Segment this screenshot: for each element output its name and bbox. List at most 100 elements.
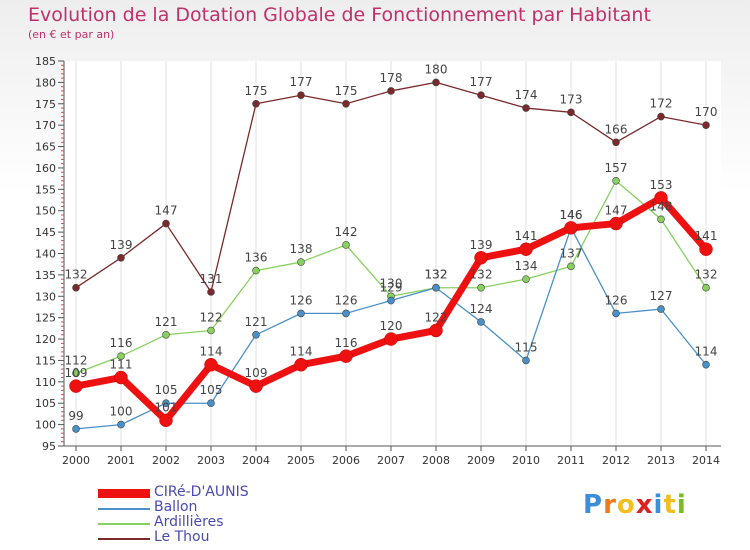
legend-swatch xyxy=(98,508,150,510)
data-label: 132 xyxy=(470,268,493,282)
legend-label: Ardillières xyxy=(154,514,224,530)
data-label: 132 xyxy=(65,268,88,282)
x-tick-label: 2013 xyxy=(647,454,675,467)
data-point xyxy=(252,266,260,275)
data-label: 173 xyxy=(560,92,583,106)
data-point xyxy=(609,216,623,231)
legend-item: Ballon xyxy=(98,499,358,516)
data-label: 153 xyxy=(650,178,673,192)
data-point xyxy=(117,253,125,262)
logo-letter: i xyxy=(653,490,664,520)
data-label: 131 xyxy=(200,272,223,286)
data-point xyxy=(522,104,530,112)
data-label: 114 xyxy=(695,345,718,359)
data-label: 147 xyxy=(605,204,628,218)
data-point xyxy=(207,288,215,296)
data-label: 137 xyxy=(560,246,583,260)
data-point xyxy=(567,108,575,117)
data-point xyxy=(477,91,485,100)
data-label: 132 xyxy=(695,268,718,282)
data-label: 132 xyxy=(425,268,448,282)
data-label: 130 xyxy=(380,276,403,290)
data-point xyxy=(72,369,80,378)
data-label: 166 xyxy=(605,122,628,136)
data-point xyxy=(72,425,80,433)
data-label: 138 xyxy=(290,242,313,256)
data-point xyxy=(207,399,215,408)
data-point xyxy=(114,370,128,385)
data-label: 112 xyxy=(65,353,88,367)
data-label: 101 xyxy=(155,400,178,414)
x-tick-label: 2009 xyxy=(467,454,495,467)
x-tick-label: 2005 xyxy=(287,454,315,467)
data-label: 134 xyxy=(515,259,538,273)
legend-label: CIRé-D'AUNIS xyxy=(154,484,249,500)
data-point xyxy=(69,379,83,393)
data-label: 147 xyxy=(155,204,178,218)
data-label: 132 xyxy=(425,268,448,282)
x-tick-label: 2003 xyxy=(197,454,225,467)
logo-letter: i xyxy=(676,490,687,520)
data-point xyxy=(702,121,710,129)
data-point xyxy=(657,215,665,224)
legend-label: Le Thou xyxy=(154,529,210,545)
y-tick-label: 155 xyxy=(35,183,56,196)
data-label: 177 xyxy=(290,75,313,89)
data-label: 136 xyxy=(245,251,268,265)
data-point xyxy=(477,318,485,326)
chart-title: Evolution de la Dotation Globale de Fonc… xyxy=(28,4,651,26)
data-point xyxy=(252,330,260,339)
logo-letter: o xyxy=(616,490,636,520)
data-label: 157 xyxy=(605,161,628,175)
data-point xyxy=(159,413,173,428)
data-label: 111 xyxy=(110,358,133,372)
data-label: 116 xyxy=(335,336,358,350)
data-point xyxy=(117,420,125,429)
data-point xyxy=(342,99,350,108)
y-tick-label: 175 xyxy=(35,98,56,111)
x-tick-label: 2006 xyxy=(332,454,360,467)
chart-subtitle: (en € et par an) xyxy=(28,28,115,41)
data-point xyxy=(117,352,125,360)
data-label: 116 xyxy=(110,336,133,350)
y-tick-label: 115 xyxy=(35,354,56,367)
data-point xyxy=(252,99,260,108)
data-label: 122 xyxy=(200,311,223,325)
y-tick-label: 100 xyxy=(35,419,56,432)
data-point xyxy=(249,379,263,393)
data-label: 121 xyxy=(245,315,268,329)
data-label: 126 xyxy=(335,293,358,307)
data-point xyxy=(657,112,665,121)
logo-letter: x xyxy=(635,490,654,520)
data-point xyxy=(432,283,440,292)
data-point xyxy=(612,176,620,185)
legend: CIRé-D'AUNIS Ballon Ardillières Le Thou xyxy=(98,484,358,546)
x-tick-label: 2001 xyxy=(107,454,135,467)
x-tick-label: 2011 xyxy=(557,454,585,467)
data-label: 174 xyxy=(515,88,538,102)
data-point xyxy=(162,219,170,228)
y-tick-label: 165 xyxy=(35,141,56,154)
data-label: 175 xyxy=(335,84,358,98)
y-tick-label: 160 xyxy=(35,162,56,175)
data-point xyxy=(297,258,305,266)
data-label: 114 xyxy=(290,345,313,359)
x-tick-label: 2014 xyxy=(692,454,720,467)
y-tick-label: 140 xyxy=(35,248,56,261)
data-point xyxy=(564,221,578,235)
data-label: 139 xyxy=(470,238,493,252)
data-point xyxy=(297,91,305,100)
data-label: 141 xyxy=(515,229,538,243)
data-point xyxy=(339,349,353,363)
data-label: 126 xyxy=(290,293,313,307)
data-label: 109 xyxy=(245,366,268,380)
proxiti-logo: Proxiti xyxy=(583,490,687,520)
data-label: 178 xyxy=(380,71,403,85)
data-point xyxy=(72,283,80,292)
legend-label: Ballon xyxy=(154,499,198,515)
data-point xyxy=(612,138,620,147)
data-label: 142 xyxy=(335,225,358,239)
legend-swatch xyxy=(98,489,150,498)
data-label: 126 xyxy=(605,293,628,307)
